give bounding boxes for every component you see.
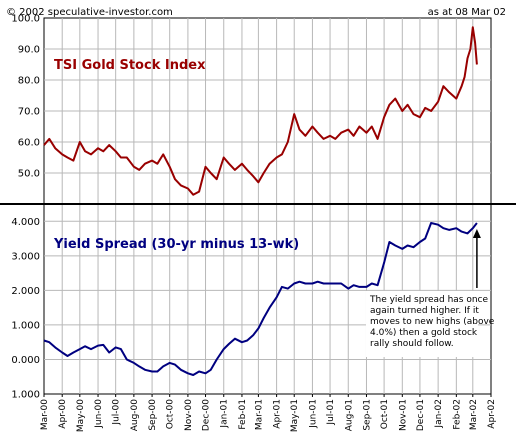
copyright-text: © 2002 speculative-investor.com — [6, 7, 173, 18]
x-tick-label: Aug-01 — [344, 399, 354, 431]
x-tick-label: Mar-02 — [469, 399, 479, 430]
x-tick-label: Jul-00 — [112, 399, 122, 426]
yield-spread-y-tick-label: 1.000 — [11, 320, 40, 331]
x-tick-label: Dec-01 — [416, 399, 426, 431]
x-tick-label: Apr-02 — [487, 399, 497, 429]
gold-index-y-tick-label: 70.0 — [18, 107, 40, 118]
x-tick-label: Nov-00 — [184, 399, 194, 431]
annotation-arrow-head — [472, 229, 481, 238]
yield-spread-y-tick-label: 2.000 — [11, 286, 40, 297]
yield-spread-y-tick-label: 1.000 — [11, 390, 40, 401]
x-tick-label: Jan-02 — [434, 399, 444, 429]
as-at-date: as at 08 Mar 02 — [427, 7, 506, 18]
gold-index-series-line — [43, 26, 478, 196]
annotation-text: The yield spread has once again turned hi… — [369, 295, 495, 349]
x-tick-label: Aug-00 — [130, 399, 140, 432]
x-tick-label: Nov-01 — [398, 399, 408, 431]
gold-index-y-tick-label: 90.0 — [18, 45, 40, 56]
gold-index-y-tick-label: 50.0 — [18, 169, 40, 180]
x-tick-label: Sep-00 — [148, 399, 158, 431]
yield-spread-y-tick-label: 3.000 — [11, 251, 40, 262]
gold-index-y-tick-label: 60.0 — [18, 138, 40, 149]
x-tick-label: Oct-00 — [166, 399, 176, 430]
gold-index-y-tick-label: 100.0 — [11, 14, 40, 25]
yield-spread-series-line — [43, 222, 478, 376]
x-tick-label: Sep-01 — [362, 399, 372, 431]
x-tick-label: Feb-02 — [452, 399, 462, 430]
yield-spread-y-tick-label: 0.000 — [11, 355, 40, 366]
x-tick-label: Oct-01 — [380, 399, 390, 429]
yield-spread-y-tick-label: 4.000 — [11, 217, 40, 228]
yield-spread-title: Yield Spread (30-yr minus 13-wk) — [53, 237, 299, 252]
x-tick-label: Mar-00 — [40, 399, 50, 430]
x-tick-label: Jul-01 — [326, 399, 336, 426]
x-tick-label: Jan-01 — [220, 399, 230, 429]
annotation-box — [366, 291, 478, 357]
x-tick-label: Jun-01 — [308, 399, 318, 429]
gold-index-title: TSI Gold Stock Index — [54, 58, 206, 73]
x-tick-label: May-01 — [290, 399, 300, 432]
x-tick-label: Jun-00 — [94, 399, 104, 429]
x-tick-label: Apr-01 — [273, 399, 283, 429]
gold-index-y-tick-label: 80.0 — [18, 76, 40, 87]
x-tick-label: Feb-01 — [238, 399, 248, 430]
x-tick-label: May-00 — [76, 399, 86, 432]
x-tick-label: Apr-00 — [58, 399, 68, 429]
x-tick-label: Dec-00 — [202, 399, 212, 431]
x-tick-label: Mar-01 — [254, 399, 264, 430]
